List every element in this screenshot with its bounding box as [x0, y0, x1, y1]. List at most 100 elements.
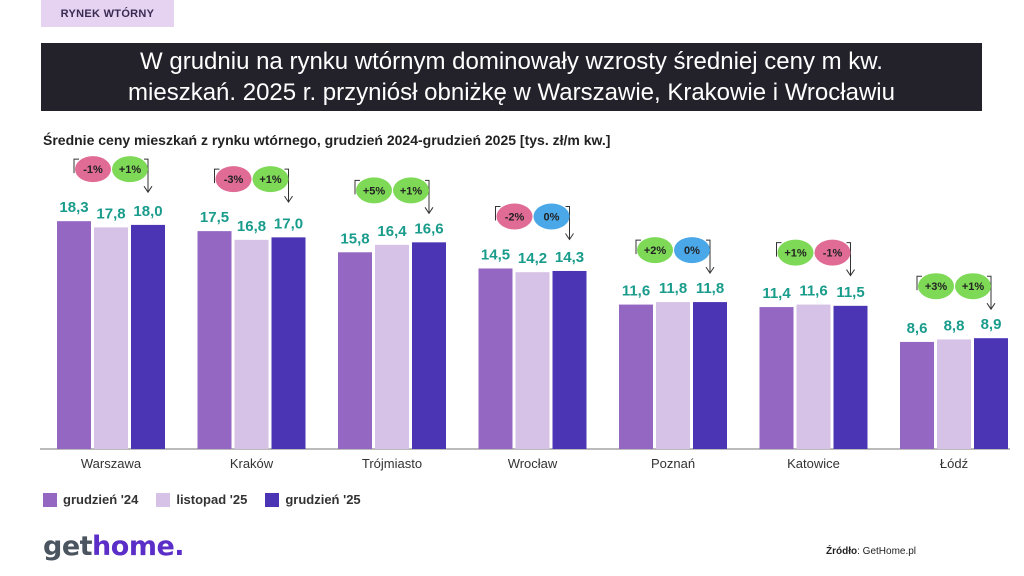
- source-value: : GetHome.pl: [857, 546, 917, 557]
- value-label-1-2: 17,8: [96, 205, 125, 222]
- logo-text-get: get: [43, 531, 93, 562]
- bracket-left-5: [635, 239, 641, 255]
- change-label-yoy-1: -1%: [83, 164, 103, 176]
- category-label-1: Warszawa: [81, 456, 142, 471]
- value-label-6-2: 11,6: [799, 283, 827, 300]
- bracket-right-5: [706, 239, 711, 273]
- bar-3-1: [338, 252, 372, 449]
- bar-5-1: [619, 304, 653, 449]
- bracket-left-4: [495, 205, 501, 221]
- bar-6-2: [796, 304, 831, 449]
- value-label-3-3: 16,6: [414, 220, 443, 237]
- bracket-right-6: [846, 242, 851, 275]
- legend-label-dec25: grudzień '25: [285, 492, 361, 507]
- change-bubble-mom-6: [814, 239, 851, 266]
- change-label-yoy-5: +2%: [644, 245, 667, 257]
- value-label-7-3: 8,9: [981, 316, 1002, 333]
- arrow-head-3: [424, 207, 434, 215]
- change-label-yoy-2: -3%: [224, 174, 244, 186]
- change-label-mom-4: 0%: [544, 211, 560, 223]
- bar-6-3: [833, 305, 868, 449]
- bar-1-2: [94, 227, 128, 449]
- bracket-right-7: [987, 275, 992, 309]
- change-label-yoy-4: -2%: [505, 211, 525, 223]
- gethome-logo: gethome.: [43, 531, 185, 562]
- headline-line-1: W grudniu na rynku wtórnym dominowały wz…: [140, 48, 883, 75]
- change-label-yoy-7: +3%: [925, 281, 948, 293]
- change-bubble-yoy-7: [918, 273, 954, 300]
- change-label-mom-7: +1%: [962, 281, 985, 293]
- value-label-5-3: 11,8: [696, 280, 724, 297]
- bar-4-3: [552, 270, 587, 449]
- headline-line-2: mieszkań. 2025 r. przyniósł obniżkę w Wa…: [128, 79, 895, 106]
- bar-1-1: [57, 221, 91, 449]
- arrow-head-2: [284, 195, 293, 204]
- logo-text-home: home.: [92, 531, 185, 562]
- category-label-4: Wrocław: [508, 456, 558, 471]
- change-bubble-mom-4: [533, 203, 570, 230]
- category-label-3: Trójmiasto: [362, 456, 422, 471]
- value-label-7-2: 8,8: [944, 317, 965, 334]
- category-label-5: Poznań: [651, 456, 695, 471]
- change-bubble-yoy-6: [777, 239, 814, 266]
- bar-4-2: [515, 272, 550, 449]
- change-bubble-yoy-2: [215, 166, 252, 193]
- bar-7-3: [974, 338, 1008, 449]
- source-note: Źródło: GetHome.pl: [826, 546, 916, 557]
- change-label-yoy-6: +1%: [784, 248, 807, 260]
- value-label-4-1: 14,5: [481, 246, 510, 263]
- value-label-7-1: 8,6: [907, 320, 928, 337]
- category-label-7: Łódź: [940, 456, 968, 471]
- change-label-yoy-3: +5%: [363, 185, 386, 197]
- chart-legend: grudzień '24 listopad '25 grudzień '25: [43, 492, 361, 507]
- legend-label-dec24: grudzień '24: [63, 492, 139, 507]
- bracket-left-7: [916, 275, 922, 291]
- legend-item-nov25: listopad '25: [156, 492, 247, 507]
- change-bubble-yoy-4: [496, 203, 533, 230]
- change-label-mom-5: 0%: [684, 245, 700, 257]
- arrow-head-1: [143, 185, 153, 194]
- legend-item-dec24: grudzień '24: [43, 492, 138, 507]
- arrow-head-4: [565, 233, 574, 241]
- value-label-5-1: 11,6: [622, 283, 650, 300]
- chart-subtitle: Średnie ceny mieszkań z rynku wtórnego, …: [43, 132, 611, 148]
- bar-2-3: [271, 237, 306, 449]
- bracket-right-4: [565, 205, 570, 239]
- value-label-3-1: 15,8: [340, 230, 369, 247]
- value-label-2-2: 16,8: [237, 218, 266, 235]
- legend-item-dec25: grudzień '25: [265, 492, 361, 507]
- change-label-mom-6: -1%: [823, 248, 843, 260]
- change-bubble-mom-5: [674, 237, 710, 264]
- value-label-4-3: 14,3: [555, 249, 584, 266]
- category-label-2: Kraków: [230, 456, 274, 471]
- legend-label-nov25: listopad '25: [176, 492, 248, 507]
- change-bubble-yoy-1: [75, 156, 111, 183]
- arrow-head-6: [846, 269, 855, 277]
- change-label-mom-3: +1%: [400, 185, 423, 197]
- section-tag: RYNEK WTÓRNY: [41, 0, 174, 27]
- bar-2-2: [234, 239, 269, 449]
- bracket-right-3: [425, 179, 430, 213]
- value-label-1-3: 18,0: [133, 203, 162, 220]
- legend-swatch-dec25: [265, 492, 280, 507]
- arrow-head-5: [705, 266, 715, 274]
- bracket-left-1: [73, 158, 79, 174]
- change-bubble-mom-2: [252, 166, 289, 193]
- value-label-1-1: 18,3: [59, 199, 88, 216]
- legend-swatch-nov25: [156, 492, 171, 507]
- bracket-left-6: [776, 242, 782, 257]
- bar-3-2: [375, 244, 409, 449]
- arrow-head-7: [986, 302, 996, 311]
- bar-7-1: [900, 341, 934, 449]
- bar-4-1: [478, 268, 513, 449]
- value-label-4-2: 14,2: [518, 250, 547, 267]
- bracket-right-2: [284, 168, 289, 202]
- value-label-6-3: 11,5: [836, 284, 864, 301]
- bar-3-3: [412, 242, 446, 449]
- bracket-left-3: [354, 179, 360, 195]
- value-label-2-1: 17,5: [200, 209, 229, 226]
- headline-banner: W grudniu na rynku wtórnym dominowały wz…: [41, 43, 982, 111]
- value-label-2-3: 17,0: [274, 215, 303, 232]
- change-bubble-mom-1: [112, 156, 148, 183]
- value-label-3-2: 16,4: [377, 223, 407, 240]
